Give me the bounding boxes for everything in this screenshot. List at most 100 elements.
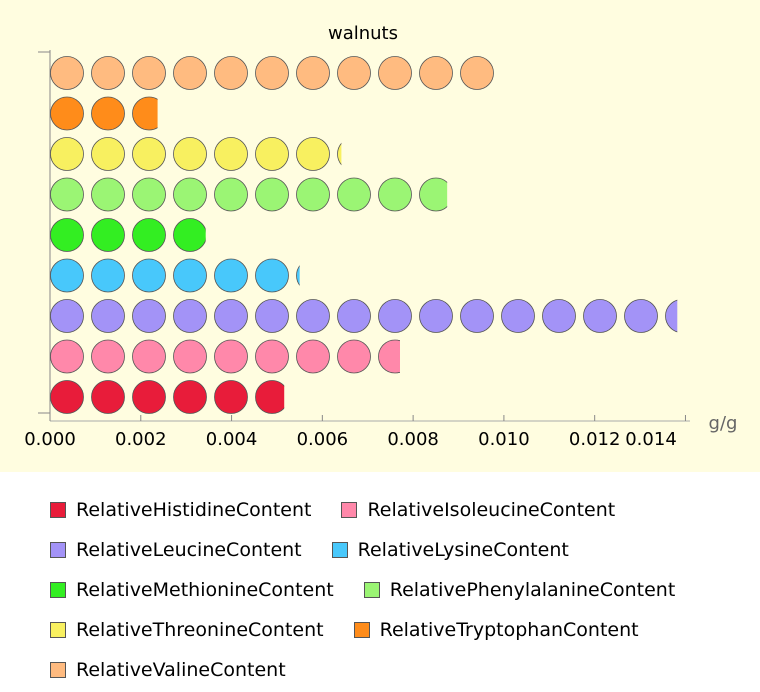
bar [50, 96, 158, 131]
pictogram-circle [255, 56, 289, 90]
pictogram-circle [542, 299, 576, 333]
pictogram-circle [214, 137, 248, 171]
legend-swatch [50, 622, 66, 638]
pictogram-circle [91, 380, 125, 414]
pictogram-circle [91, 299, 125, 333]
pictogram-circle [337, 177, 371, 212]
pictogram-circle [132, 299, 166, 333]
x-tick-label: 0.002 [115, 429, 167, 450]
bar [50, 56, 494, 90]
legend-swatch [331, 542, 348, 558]
bar [50, 218, 206, 252]
pictogram-circle [91, 96, 125, 131]
pictogram-circle [173, 299, 207, 333]
pictogram-circle [50, 137, 84, 171]
legend-swatch [353, 622, 370, 638]
legend-swatch [50, 502, 66, 518]
pictogram-circle [132, 339, 166, 374]
pictogram-circle [378, 299, 412, 333]
pictogram-circle [50, 56, 84, 90]
x-tick-label: 0.004 [206, 429, 258, 450]
bar [50, 137, 342, 171]
legend-label: RelativeMethionineContent [76, 579, 334, 601]
pictogram-circle [91, 339, 125, 374]
pictogram-circle [419, 56, 453, 90]
legend-item: RelativeTryptophanContent [353, 619, 639, 641]
legend-item: RelativeThreonineContent [50, 619, 324, 641]
pictogram-circle [214, 380, 248, 414]
pictogram-circle [337, 299, 371, 333]
pictogram-circle [173, 258, 207, 293]
legend-item: RelativeValineContent [50, 659, 286, 681]
pictogram-circle [296, 299, 330, 333]
pictogram-circle [296, 56, 330, 90]
legend-swatch [50, 582, 66, 598]
pictogram-circle [50, 299, 84, 333]
x-tick-label: 0.012 [569, 429, 621, 450]
pictogram-circle [214, 258, 248, 293]
pictogram-circle [624, 299, 658, 333]
legend-row: RelativeLeucineContent RelativeLysineCont… [50, 530, 750, 570]
x-tick-label: 0.014 [625, 429, 677, 450]
pictogram-circle [91, 258, 125, 293]
pictogram-circle [173, 218, 206, 252]
pictogram-circle [132, 137, 166, 171]
pictogram-circle [50, 258, 84, 293]
pictogram-circle [419, 299, 453, 333]
pictogram-circle [337, 339, 371, 374]
pictogram-circle [132, 380, 166, 414]
pictogram-circle [255, 137, 289, 171]
legend-label: RelativeThreonineContent [76, 619, 324, 641]
legend-label: RelativeLeucineContent [76, 539, 302, 561]
pictogram-circle [50, 218, 84, 252]
pictogram-circle [50, 339, 84, 374]
legend-label: RelativeIsoleucineContent [367, 499, 616, 521]
legend-item: RelativeMethionineContent [50, 579, 334, 601]
pictogram-circle [214, 299, 248, 333]
x-tick-label: 0.008 [387, 429, 439, 450]
pictogram-circle [255, 380, 285, 414]
x-tick-label: 0.000 [24, 429, 76, 450]
legend-item: RelativeLysineContent [331, 539, 569, 561]
legend-item: RelativeHistidineContent [50, 499, 311, 521]
pictogram-circle [50, 96, 84, 131]
pictogram-circle [460, 299, 494, 333]
bar [50, 339, 400, 374]
legend-row: RelativeThreonineContent RelativeTryptoph… [50, 610, 750, 650]
legend-swatch [50, 662, 66, 678]
pictogram-circle [296, 177, 330, 212]
pictogram-circle [91, 218, 125, 252]
pictogram-circle [91, 137, 125, 171]
pictogram-circle [255, 258, 289, 293]
pictogram-circle [255, 339, 289, 374]
legend-label: RelativeHistidineContent [76, 499, 312, 521]
legend-label: RelativeLysineContent [357, 539, 569, 561]
pictogram-circle [214, 339, 248, 374]
bar [50, 380, 285, 414]
chart-title: walnuts [328, 23, 398, 44]
pictogram-circle [132, 258, 166, 293]
pictogram-circle [583, 299, 617, 333]
pictogram-circle [460, 56, 494, 90]
pictogram-circle [665, 299, 678, 333]
pictogram-circle [173, 137, 207, 171]
legend-label: RelativePhenylalanineContent [389, 579, 676, 601]
bar [50, 299, 678, 333]
pictogram-circle [419, 177, 448, 212]
pictogram-circle [296, 339, 330, 374]
pictogram-circle [255, 299, 289, 333]
pictogram-circle [132, 177, 166, 212]
pictogram-circle [296, 137, 330, 171]
legend-item: RelativePhenylalanineContent [363, 579, 676, 601]
pictogram-circle [173, 177, 207, 212]
pictogram-circle [91, 177, 125, 212]
pictogram-circle [50, 380, 84, 414]
pictogram-circle [337, 142, 342, 166]
legend-item: RelativeLeucineContent [50, 539, 302, 561]
pictogram-circle [337, 56, 371, 90]
bar [50, 177, 448, 212]
chart: walnuts g/g 0.000 0.002 0.004 0.006 0.008 0.0… [0, 0, 760, 472]
legend-row: RelativeValineContent [50, 650, 750, 690]
bar [50, 258, 300, 293]
